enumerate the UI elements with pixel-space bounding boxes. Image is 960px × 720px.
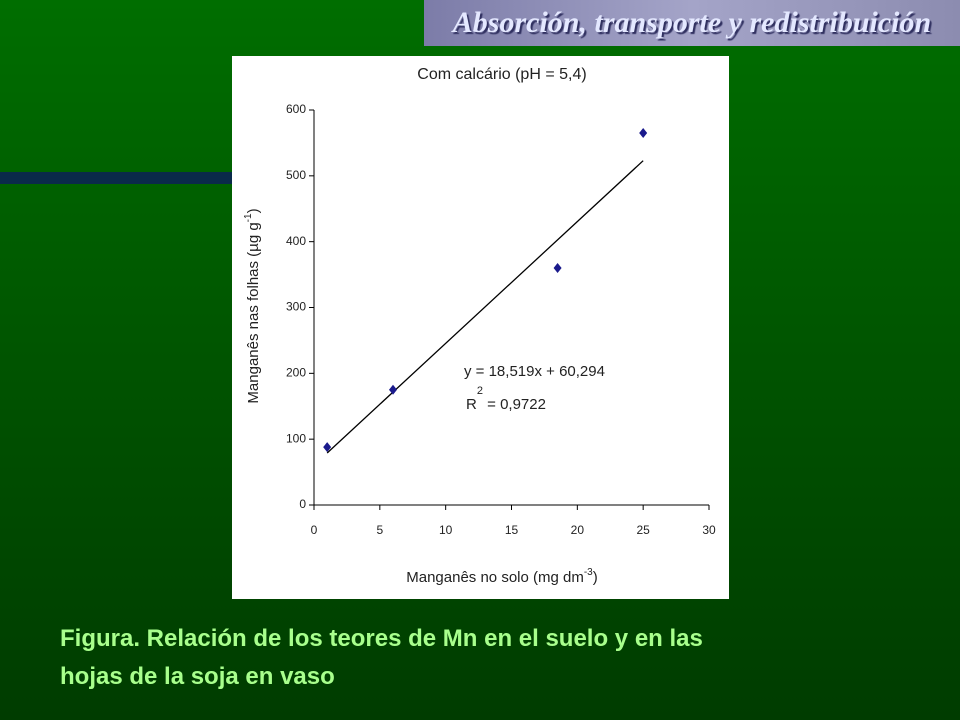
x-label-text: Manganês no solo (mg dm xyxy=(406,569,584,586)
trendline xyxy=(326,160,644,454)
y-label-text: Manganês nas folhas (µg g xyxy=(245,222,262,403)
r2: R2 = 0,9722 xyxy=(466,385,546,413)
y-tick-label: 500 xyxy=(286,168,306,182)
x-tick-label: 25 xyxy=(636,523,650,537)
x-tick-label: 5 xyxy=(376,523,383,537)
y-label-end: ) xyxy=(245,208,262,213)
r2-rest: = 0,9722 xyxy=(483,396,546,413)
point xyxy=(553,263,562,273)
x-label-sup: -3 xyxy=(584,567,593,578)
decor-bar xyxy=(0,172,240,184)
r2-text: R xyxy=(466,396,477,413)
caption-line: hojas de la soja en vaso xyxy=(60,663,335,690)
x-tick-label: 15 xyxy=(505,523,519,537)
equation: y = 18,519x + 60,294 xyxy=(464,363,605,380)
y-tick-label: 600 xyxy=(286,102,306,116)
y-tick-label: 200 xyxy=(286,366,306,380)
y-tick-label: 400 xyxy=(286,234,306,248)
slide-title: Absorción, transporte y redistribuición xyxy=(424,0,960,46)
x-tick-label: 20 xyxy=(571,523,585,537)
point xyxy=(323,442,332,453)
caption-line: Figura. Relación de los teores de Mn en … xyxy=(60,625,703,652)
point xyxy=(639,128,648,139)
y-label-sup: -1 xyxy=(243,213,254,222)
x-axis-label: Manganês no solo (mg dm-3) xyxy=(406,567,598,586)
chart: Com calcário (pH = 5,4) Manganês no solo… xyxy=(232,56,729,599)
y-tick-label: 100 xyxy=(286,431,306,445)
r2-sup: 2 xyxy=(477,385,483,397)
x-tick-label: 10 xyxy=(439,523,453,537)
caption: Figura. Relación de los teores de Mn en … xyxy=(60,620,703,696)
y-tick-label: 300 xyxy=(286,300,306,314)
y-tick-label: 0 xyxy=(299,497,306,511)
x-tick-label: 0 xyxy=(311,523,318,537)
x-label-end: ) xyxy=(593,569,598,586)
chart-title: Com calcário (pH = 5,4) xyxy=(417,66,586,83)
y-axis-label: Manganês nas folhas (µg g-1) xyxy=(243,208,262,403)
x-tick-label: 30 xyxy=(702,523,716,537)
point xyxy=(389,384,397,395)
